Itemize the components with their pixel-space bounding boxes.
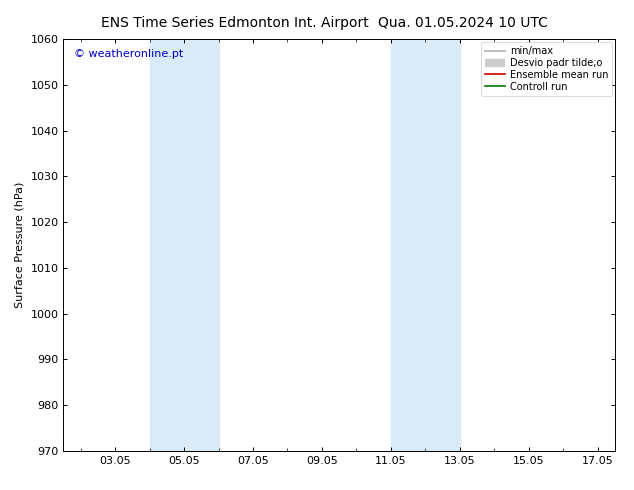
Y-axis label: Surface Pressure (hPa): Surface Pressure (hPa) (15, 182, 25, 308)
Bar (150, 39, 219, 451)
Text: ENS Time Series Edmonton Int. Airport: ENS Time Series Edmonton Int. Airport (101, 16, 368, 30)
Text: © weatheronline.pt: © weatheronline.pt (74, 49, 184, 59)
Bar (391, 39, 460, 451)
Legend: min/max, Desvio padr tilde;o, Ensemble mean run, Controll run: min/max, Desvio padr tilde;o, Ensemble m… (481, 42, 612, 96)
Text: Qua. 01.05.2024 10 UTC: Qua. 01.05.2024 10 UTC (378, 16, 548, 30)
